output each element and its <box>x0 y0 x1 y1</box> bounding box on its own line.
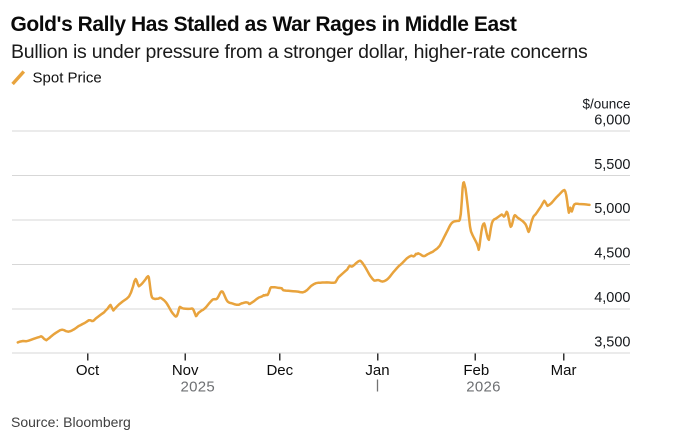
svg-text:Source: Bloomberg: Source: Bloomberg <box>11 414 131 430</box>
svg-text:Jan: Jan <box>365 362 389 379</box>
svg-text:3,500: 3,500 <box>594 334 630 350</box>
svg-text:Spot Price: Spot Price <box>33 70 102 87</box>
svg-text:4,500: 4,500 <box>594 246 630 262</box>
svg-text:Oct: Oct <box>76 362 100 379</box>
svg-text:2026: 2026 <box>466 378 501 395</box>
svg-text:5,000: 5,000 <box>594 201 630 217</box>
svg-text:Feb: Feb <box>463 362 489 379</box>
svg-text:Gold's Rally Has Stalled as Wa: Gold's Rally Has Stalled as War Rages in… <box>11 13 517 36</box>
svg-text:4,000: 4,000 <box>594 290 630 306</box>
svg-text:6,000: 6,000 <box>594 112 630 128</box>
svg-text:Dec: Dec <box>266 362 293 379</box>
svg-text:2025: 2025 <box>181 378 216 395</box>
svg-text:Bullion is under pressure from: Bullion is under pressure from a stronge… <box>11 41 588 63</box>
svg-text:$/ounce: $/ounce <box>582 96 630 111</box>
svg-text:Nov: Nov <box>172 362 199 379</box>
svg-text:Mar: Mar <box>551 362 577 379</box>
svg-text:5,500: 5,500 <box>594 157 630 173</box>
